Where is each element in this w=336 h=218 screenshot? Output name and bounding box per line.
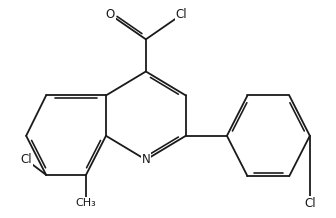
Text: Cl: Cl <box>20 153 32 166</box>
Text: Cl: Cl <box>304 197 316 210</box>
Text: O: O <box>106 8 115 21</box>
Text: N: N <box>141 153 150 166</box>
Text: Cl: Cl <box>176 8 187 21</box>
Text: CH₃: CH₃ <box>76 198 96 208</box>
